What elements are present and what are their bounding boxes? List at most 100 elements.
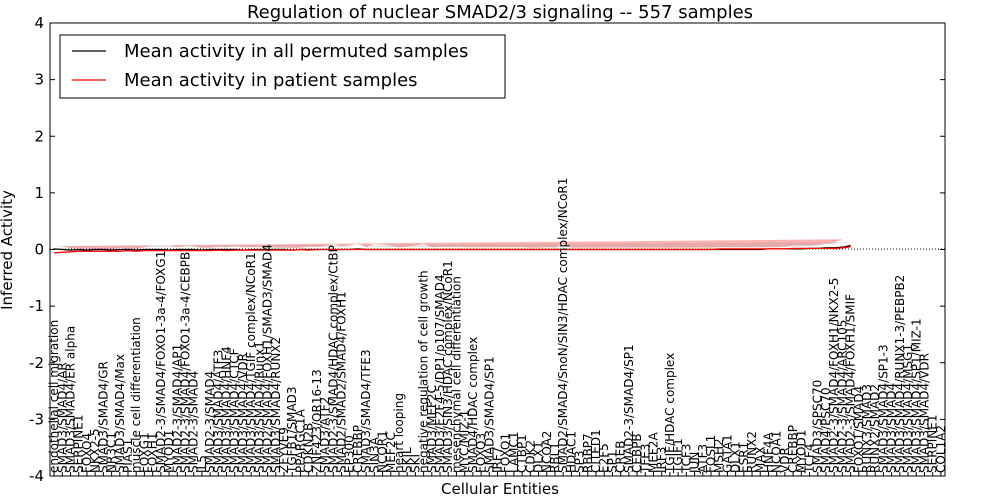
entity-label: NCOA2 [540,431,554,473]
entity-label: FOSL1 [704,435,718,473]
entity-label: SMAD2-3/SMAD4/AP1 [170,344,184,473]
entity-label: SMAD3/SMAD4/RUNX2 [269,337,283,473]
entity-label: MEF2A [647,432,661,473]
entity-label: CREB [614,440,628,473]
entity-label: FOXH1 [146,433,160,473]
entity-label: MSH2 [712,438,726,473]
entity-label: CDKN2B [302,423,316,473]
entity-label: SMAD3/SMAD4/ER alpha [64,326,78,473]
entity-label: endothelial cell migration [47,320,61,473]
entity-label: ZNF423/OR16-13 [310,369,324,473]
entity-label: FOXG1 [137,432,151,473]
entity-label: ATF3 [696,444,710,473]
entity-label: negative regulation of cell growth [417,270,431,473]
entity-label: SMAD2-3/SMAD4/FOXH1/SMIF [844,294,858,473]
entity-label: JUN [688,452,702,474]
entity-label: SMAD3/ATF2 [318,397,332,473]
y-tick-label: -1 [29,297,44,315]
entity-labels: endothelial cell migrationSMAD3/SMAD4/AR… [47,178,948,474]
patient-spread-band [54,239,843,250]
y-tick-label: -4 [29,467,44,485]
entity-label: HDAC1 [564,431,578,473]
entity-label: SMAD2/SMAD4/SnoN/SIN3/HDAC complex/NCoR1 [556,178,570,473]
entity-label: SMAD3/SMAD4/TFE3 [359,349,373,473]
entity-label: SMAD3/SMAD4/Runx1 [252,341,266,473]
entity-label: mesenchymal cell differentiation [449,276,463,473]
entity-label: SMAD2-3/SMAD4/ARC105 [835,320,849,473]
entity-label: CEBPB [630,433,644,473]
entity-label: SMAD2-3/SMAD4/FOXH1/NKX2-5 [827,278,841,473]
permuted-spread-band [54,242,851,248]
entity-label: GATA1 [720,434,734,473]
entity-label: SMAD3/SMAD4/TGIF complex/NCoR1 [244,252,258,473]
entity-label: NCOR1 [376,430,390,473]
entity-label: SMAD4/PSC70 [819,387,833,473]
entity-label: RBBP7 [581,433,595,473]
entity-label: SMAD3/SMAD4/HNF4 [220,346,234,473]
entity-label: NR3C1 [105,432,119,473]
entity-label: SMAD2-3/SMAD4/HDAC complex/CtBP [326,245,340,473]
y-tick-label: 3 [34,71,44,89]
entity-label: COL1A2 [934,425,948,473]
entity-label: NKX2-5 [88,428,102,473]
entity-label: SMAD3/SMAD4/VDR [236,353,250,473]
entity-label: SERPINE1 [72,414,86,473]
entity-label: RUNX2/SMAD2 [868,384,882,473]
entity-label: MYC/MIZ-1 [458,410,472,473]
entity-label: CREBBP [786,425,800,473]
entity-label: TGFB1/SMAD3 [285,387,299,475]
entity-label: SMAD3/SMAD4/SP1-3 [876,344,890,473]
x-axis-ticks [53,472,942,476]
entity-label: TCF3 [679,443,693,474]
entity-label: NCOA1 [770,431,784,473]
entity-label: heart looping [392,393,406,473]
entity-label: SMAD3/SMAD4/GR [96,361,110,473]
entity-label: IL5 [195,455,209,473]
entity-label: SMAD3/SPSC70 [811,380,825,473]
entity-label: SMAD3/SMAD4/VDR [918,353,932,473]
entity-label: SMAD2/SMAD2/SMAD4/FOXH1 [335,291,349,473]
entity-label: CDK2 [523,440,537,473]
entity-label: MAX [753,446,767,473]
entity-label: SMAD2-3/SMAD4/FOXO1-3a-4/FOXG1 [154,251,168,473]
entity-label: SMAD2-3/SMAD4 [203,371,217,473]
entity-label: SMAD2-3/SMAD4/SP1 [622,344,636,473]
legend-box [59,34,506,99]
entity-label: SP1 [606,451,620,474]
entity-label: RBL1 [548,442,562,473]
y-axis-label: Inferred Activity [0,190,16,310]
entity-label: SMAD3/MEF2C [425,385,439,473]
entity-label: ZFYVE9 [277,427,291,473]
entity-label: CTBP1 [515,434,529,473]
entity-label: FOXO4 [80,433,94,473]
entity-label: SMAD3/SMAD4/RUNX1-3/PEBPB2 [893,275,907,473]
entity-label: SMAD3/SMAD4/ATF3 [211,350,225,473]
entity-label: PPARGC1A [293,408,307,473]
entity-label: MEF2C [384,432,398,473]
entity-label: FOXO1 [499,433,513,473]
entity-label: RUNX2 [745,431,759,473]
entity-label: SP3 [573,451,587,474]
entity-label: SMAD4/HDAC complex [466,337,480,473]
entity-label: TFE3 [638,444,652,474]
y-tick-label: 2 [34,127,44,145]
legend-label-permuted: Mean activity in all permuted samples [124,41,468,62]
entity-label: SKIL [400,447,414,473]
entity-label: SMAD3/SMAD4/AR [55,362,69,473]
entity-label: SKI [408,454,422,473]
entity-label: FOXO3 [474,433,488,473]
entity-label: SMAD3/SMAD4/Max [113,354,127,473]
entity-label: DLX1 [729,441,743,473]
entity-label: CITED1 [589,429,603,473]
entity-label: SMAD3/SMAD4/SP1 [482,356,496,473]
entity-label: SIN3A [367,436,381,473]
entity-label: PIAS1 [121,439,135,473]
entity-label: SMAD3/SMAD4/CTCF [228,348,242,473]
y-tick-label: -3 [29,410,44,428]
series-lines [54,244,851,254]
legend-label-patient: Mean activity in patient samples [124,70,418,91]
entity-label: RUNX3/SMAD3 [860,384,874,473]
entity-label: TCF4 [803,443,817,474]
entity-label: SMAD2-3/SMAD4 [187,371,201,473]
